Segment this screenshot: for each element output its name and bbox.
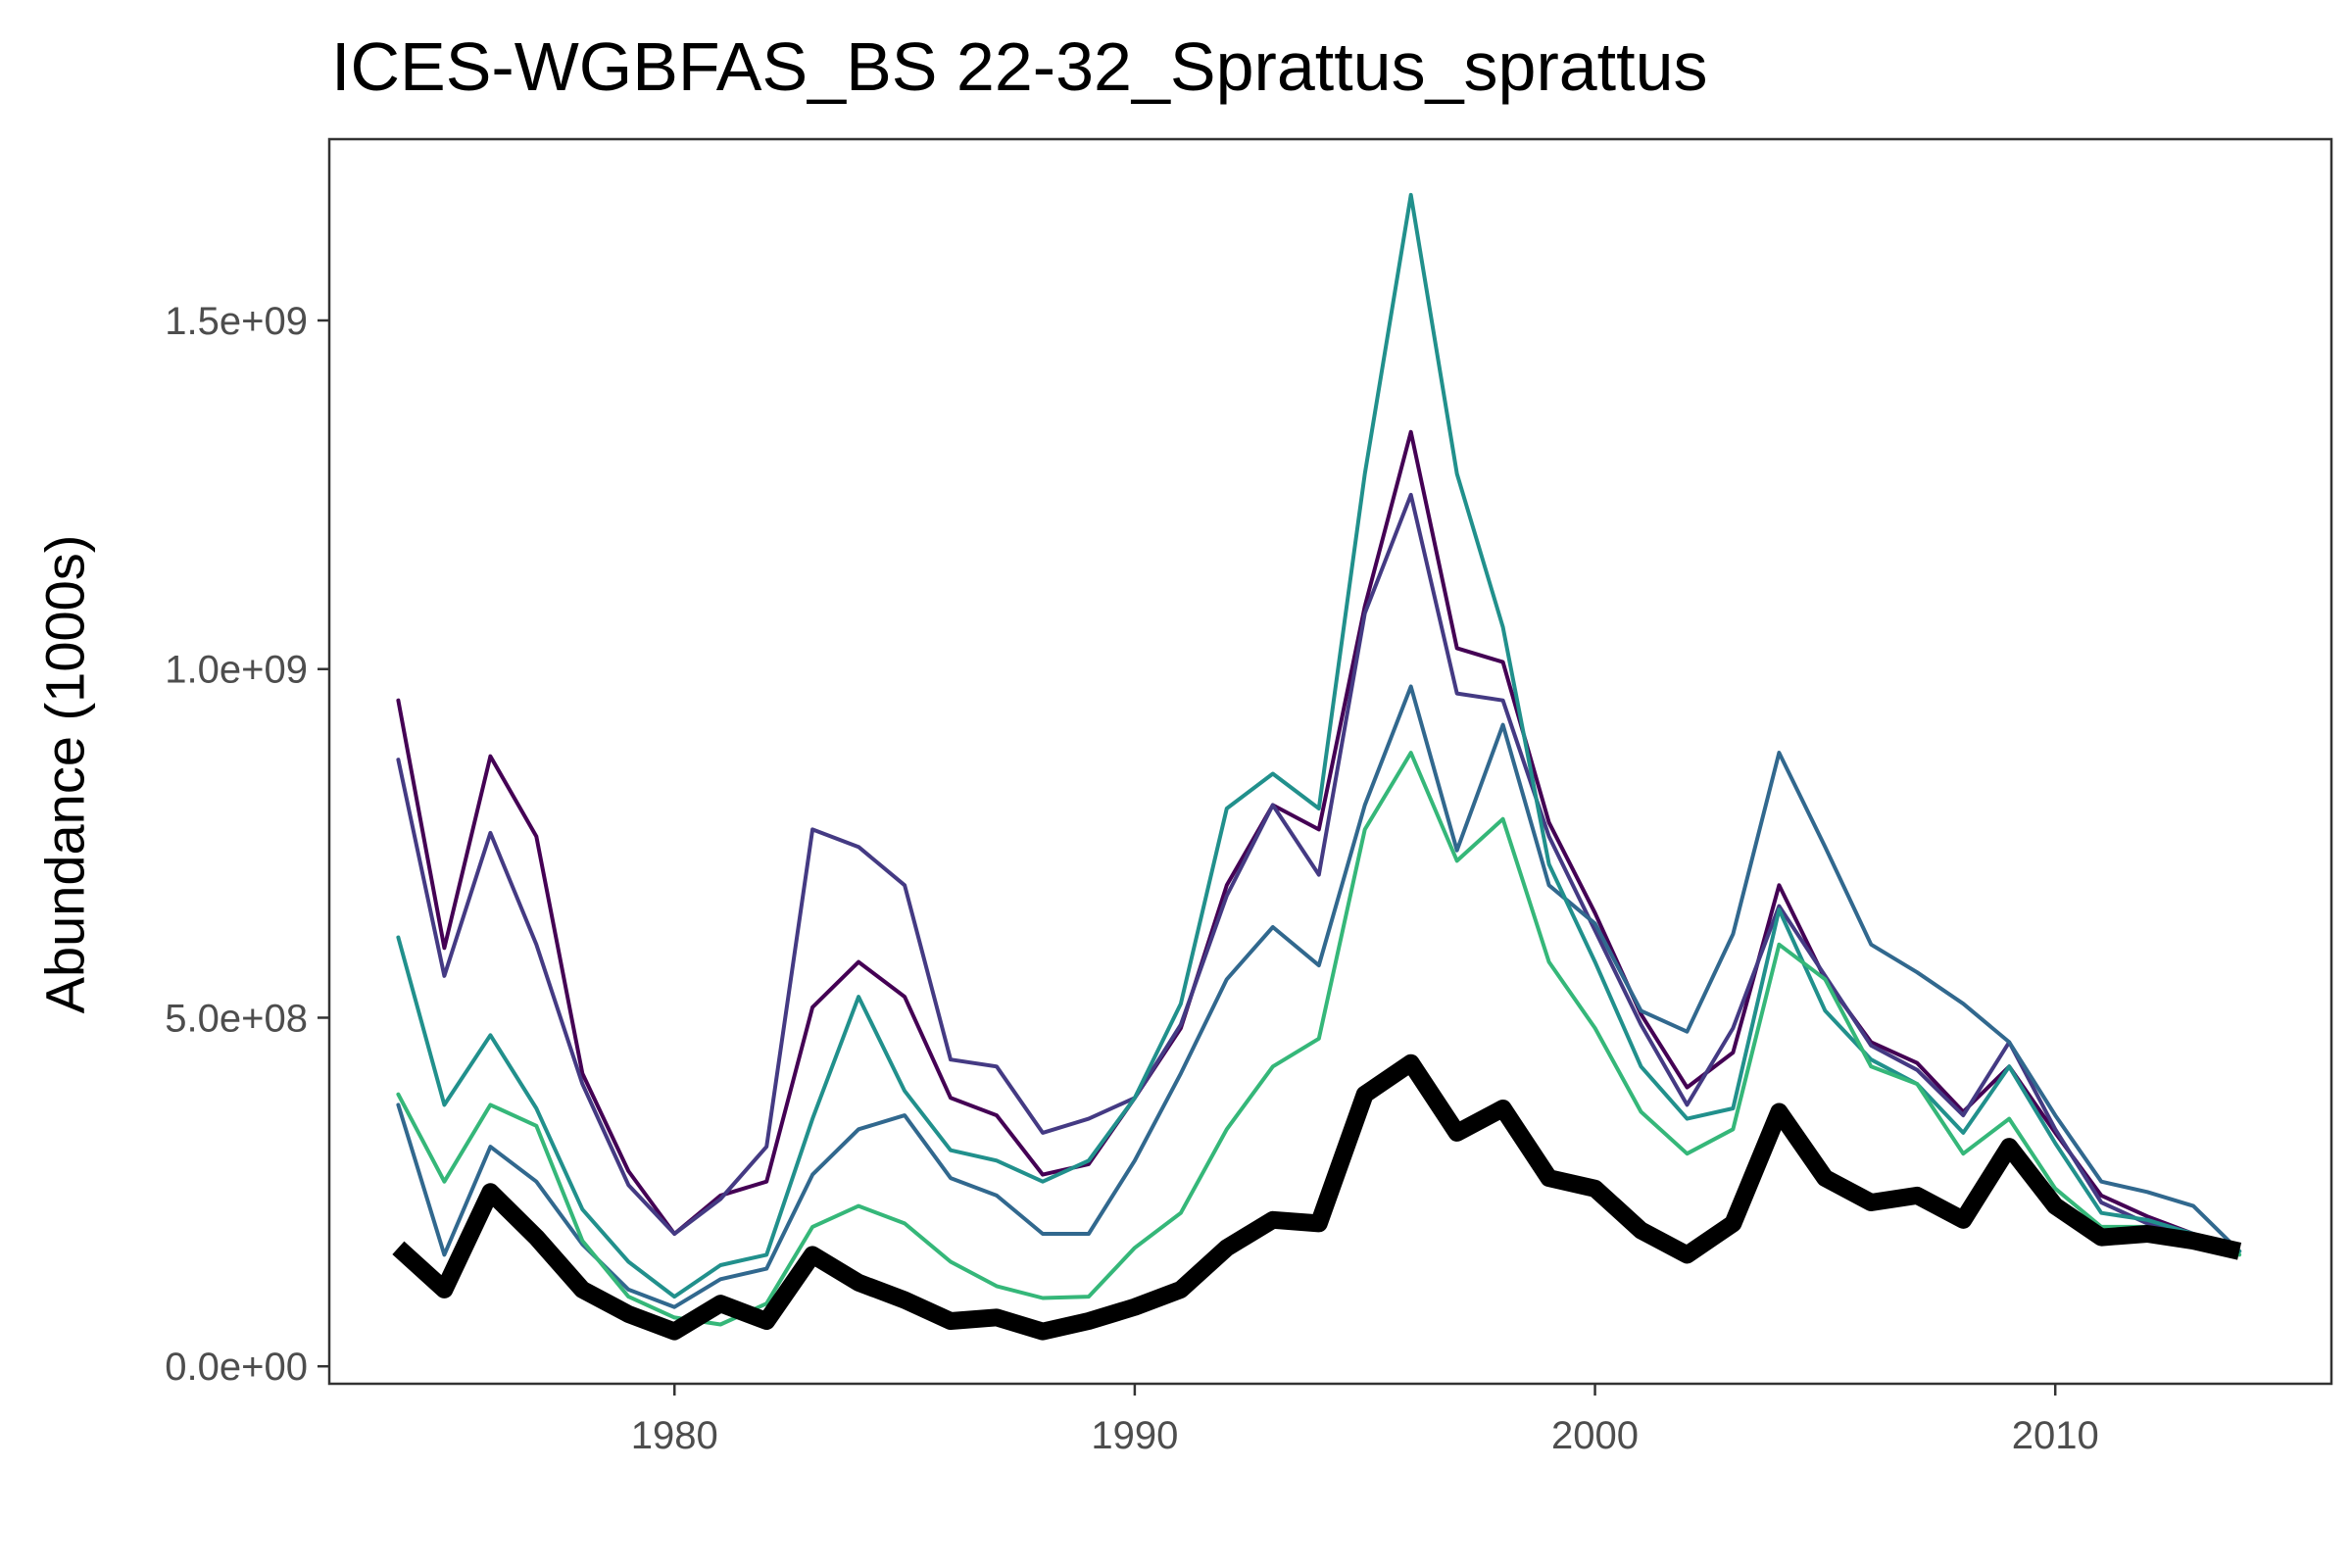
series-line-3 — [396, 684, 2242, 1309]
series-line-6 — [392, 1054, 2242, 1341]
x-tick-label: 2000 — [1551, 1414, 1639, 1457]
x-axis: 1980 1990 2000 2010 — [631, 1384, 2099, 1457]
series-layer — [392, 192, 2242, 1341]
plot-panel-border — [327, 137, 2333, 1386]
y-axis: 0.0e+00 5.0e+08 1.0e+09 1.5e+09 — [165, 300, 329, 1389]
y-tick-label: 1.5e+09 — [165, 300, 308, 343]
x-tick-label: 2010 — [2012, 1414, 2099, 1457]
y-tick-label: 1.0e+09 — [165, 649, 308, 692]
series-line-1 — [396, 429, 2242, 1253]
x-tick-label: 1990 — [1091, 1414, 1178, 1457]
x-tick-label: 1980 — [631, 1414, 718, 1457]
y-tick-label: 5.0e+08 — [165, 997, 308, 1040]
series-line-4 — [396, 192, 2242, 1299]
series-line-5 — [396, 751, 2242, 1327]
chart-title: ICES-WGBFAS_BS 22-32_Sprattus_sprattus — [331, 28, 1708, 105]
series-line-2 — [396, 492, 2242, 1253]
y-tick-label: 0.0e+00 — [165, 1346, 308, 1389]
